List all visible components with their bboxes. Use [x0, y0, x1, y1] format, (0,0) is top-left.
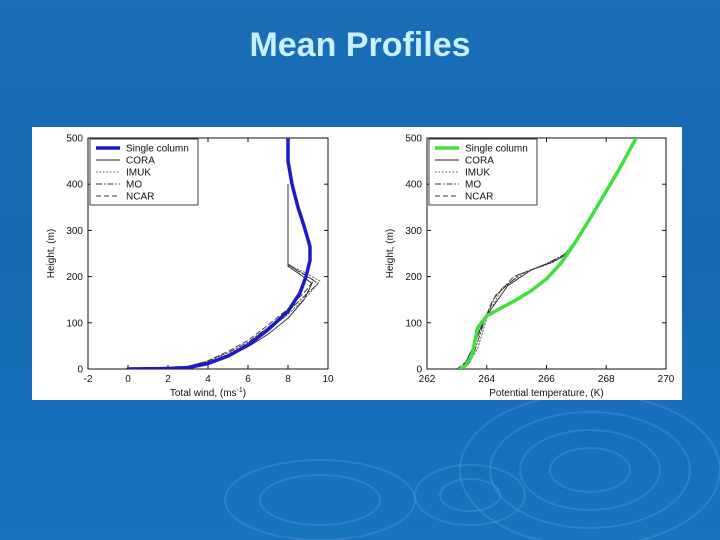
legend-label: MO	[126, 180, 142, 191]
slide-title: Mean Profiles	[249, 26, 471, 64]
y-tick-label: 300	[66, 226, 83, 237]
x-tick-label: 8	[285, 374, 291, 385]
y-tick-label: 500	[66, 134, 83, 145]
y-axis-label: Height, (m)	[385, 229, 396, 278]
x-tick-label: 4	[205, 374, 211, 385]
y-tick-label: 100	[405, 318, 422, 329]
y-tick-label: 200	[66, 272, 83, 283]
x-tick-label: 10	[322, 374, 334, 385]
series-line-ncar	[456, 190, 607, 369]
chart-2: 262 264 266 268 270 0 100 200 300 400 500 Potential…	[385, 134, 675, 400]
x-axis-label-superscript: -1	[237, 387, 243, 394]
x-tick-label: 6	[245, 374, 251, 385]
legend-label: Single column	[465, 144, 528, 155]
series-line-imuk	[459, 190, 607, 369]
series-line-ncar	[127, 183, 315, 369]
legend-label: Single column	[126, 144, 189, 155]
y-tick-label: 300	[405, 226, 422, 237]
y-tick-label: 0	[77, 365, 83, 376]
x-tick-label: -2	[84, 374, 93, 385]
y-tick-label: 100	[66, 318, 83, 329]
series-line-single-column	[458, 138, 638, 369]
series-line-cora	[459, 190, 607, 369]
y-tick-label: 400	[405, 180, 422, 191]
x-tick-label: 0	[125, 374, 131, 385]
y-tick-label: 400	[66, 180, 83, 191]
x-tick-label: 270	[658, 374, 675, 385]
y-tick-label: 200	[405, 272, 422, 283]
legend-label: MO	[465, 180, 481, 191]
series-line-mo	[127, 183, 319, 369]
y-tick-label: 0	[416, 365, 422, 376]
series-line-mo	[459, 190, 607, 369]
x-axis-label: Potential temperature, (K)	[489, 388, 604, 399]
figure-panel: -2 0 2 4 6 8 10 0 100 200 300 400 500 Total wind, (ms…	[32, 127, 682, 400]
series-line-single-column	[126, 138, 312, 369]
legend-label: CORA	[465, 156, 494, 167]
legend-label: NCAR	[465, 192, 493, 203]
y-axis-label: Height, (m)	[46, 229, 57, 278]
x-tick-label: 266	[538, 374, 555, 385]
x-tick-label: 268	[598, 374, 615, 385]
x-tick-label: 2	[165, 374, 171, 385]
legend-label: IMUK	[126, 168, 151, 179]
x-tick-label: 264	[478, 374, 495, 385]
x-axis-label: Total wind, (ms-1)	[170, 387, 246, 399]
legend-label: CORA	[126, 156, 155, 167]
x-axis-label-suffix: )	[243, 388, 246, 399]
series-line-cora	[127, 183, 313, 369]
y-tick-label: 500	[405, 134, 422, 145]
x-tick-label: 262	[419, 374, 436, 385]
legend-label: NCAR	[126, 192, 154, 203]
series-line-imuk	[127, 183, 321, 369]
legend-label: IMUK	[465, 168, 490, 179]
